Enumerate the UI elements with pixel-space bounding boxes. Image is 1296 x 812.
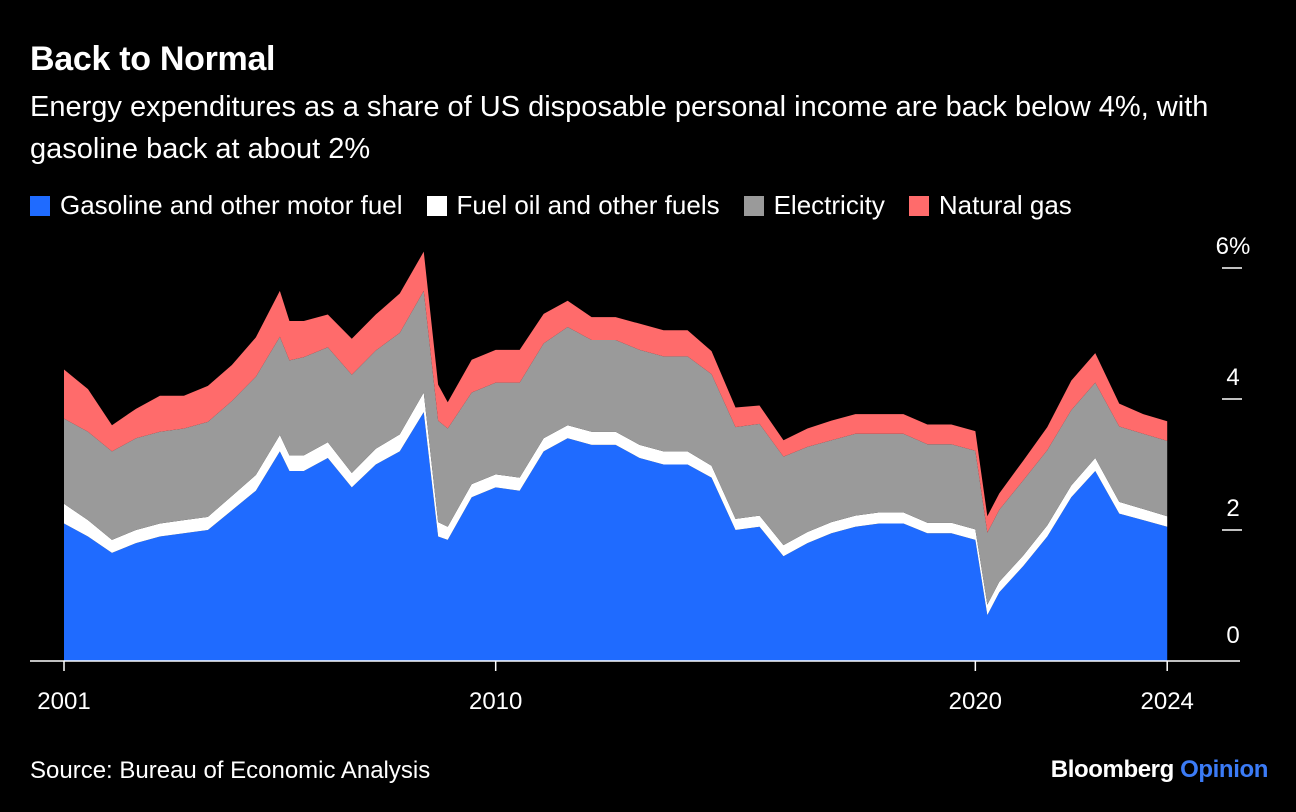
y-tick-label-2: 4: [1226, 364, 1239, 391]
y-tick-label-0: 0: [1226, 622, 1239, 649]
legend-item-gasoline: Gasoline and other motor fuel: [30, 190, 403, 221]
brand-accent: Opinion: [1180, 756, 1268, 783]
legend-item-fuel-oil: Fuel oil and other fuels: [426, 190, 720, 221]
legend-label-fuel-oil: Fuel oil and other fuels: [456, 190, 720, 220]
area-series-2: [64, 290, 1168, 605]
legend-label-gasoline: Gasoline and other motor fuel: [60, 190, 403, 220]
legend-swatch-electricity: [743, 195, 764, 216]
x-tick-label-3: 2024: [1141, 688, 1194, 715]
legend-swatch-natural-gas: [908, 195, 929, 216]
chart-title: Back to Normal: [30, 40, 276, 78]
legend-item-electricity: Electricity: [743, 190, 885, 221]
legend-label-natural-gas: Natural gas: [938, 190, 1072, 220]
legend-swatch-gasoline: [30, 195, 50, 216]
brand-logo: Bloomberg Opinion: [1050, 756, 1269, 784]
x-tick-label-0: 2001: [37, 688, 90, 715]
y-tick-label-1: 2: [1226, 495, 1239, 522]
legend: Gasoline and other motor fuel Fuel oil a…: [30, 190, 1096, 221]
brand-main: Bloomberg: [1050, 756, 1174, 783]
x-tick-label-2: 2020: [949, 688, 1002, 715]
legend-label-electricity: Electricity: [773, 190, 885, 220]
area-series-0: [64, 412, 1168, 661]
chart-subtitle: Energy expenditures as a share of US dis…: [30, 91, 1209, 165]
x-tick-label-1: 2010: [469, 688, 522, 715]
legend-swatch-fuel-oil: [426, 195, 447, 216]
source-note: Source: Bureau of Economic Analysis: [30, 757, 431, 784]
legend-item-natural-gas: Natural gas: [908, 190, 1072, 221]
y-tick-label-3: 6%: [1216, 233, 1251, 260]
area-series-1: [64, 392, 1168, 616]
